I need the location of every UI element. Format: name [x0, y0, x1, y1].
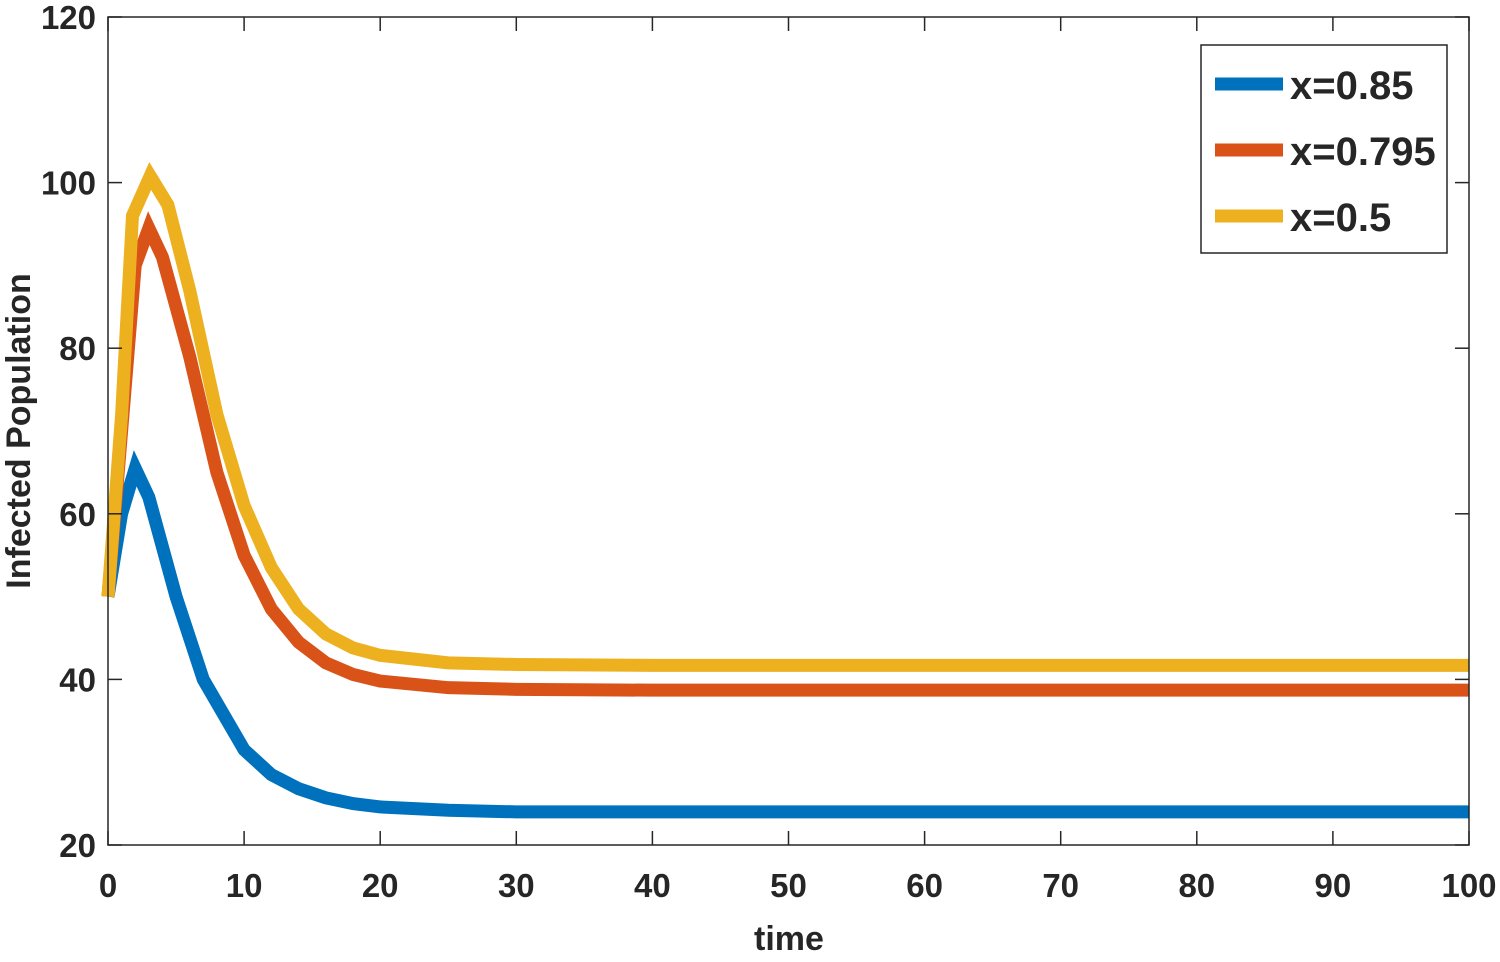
- y-tick-label: 20: [59, 827, 96, 864]
- x-tick-label: 0: [99, 867, 117, 904]
- legend-label: x=0.85: [1290, 64, 1413, 108]
- legend: x=0.85 x=0.795 x=0.5: [1200, 44, 1448, 254]
- x-tick-label: 10: [226, 867, 263, 904]
- x-tick-label: 80: [1178, 867, 1215, 904]
- x-tick-label: 70: [1042, 867, 1079, 904]
- x-tick-label: 50: [770, 867, 807, 904]
- legend-label: x=0.5: [1290, 196, 1391, 240]
- series-line-1: [101, 211, 1469, 697]
- y-tick-label: 80: [59, 330, 96, 367]
- y-tick-label: 60: [59, 496, 96, 533]
- x-tick-label: 40: [634, 867, 671, 904]
- y-axis-label: Infected Population: [0, 273, 38, 588]
- x-tick-label: 20: [362, 867, 399, 904]
- legend-label: x=0.795: [1290, 130, 1436, 174]
- series-line-0: [101, 450, 1469, 819]
- x-axis-label: time: [754, 920, 824, 957]
- x-tick-label: 60: [906, 867, 943, 904]
- y-tick-label: 120: [41, 0, 96, 36]
- series-line-2: [101, 162, 1469, 672]
- y-tick-label: 100: [41, 165, 96, 202]
- y-tick-label: 40: [59, 661, 96, 698]
- x-tick-label: 100: [1441, 867, 1496, 904]
- x-tick-label: 30: [498, 867, 535, 904]
- x-tick-label: 90: [1315, 867, 1352, 904]
